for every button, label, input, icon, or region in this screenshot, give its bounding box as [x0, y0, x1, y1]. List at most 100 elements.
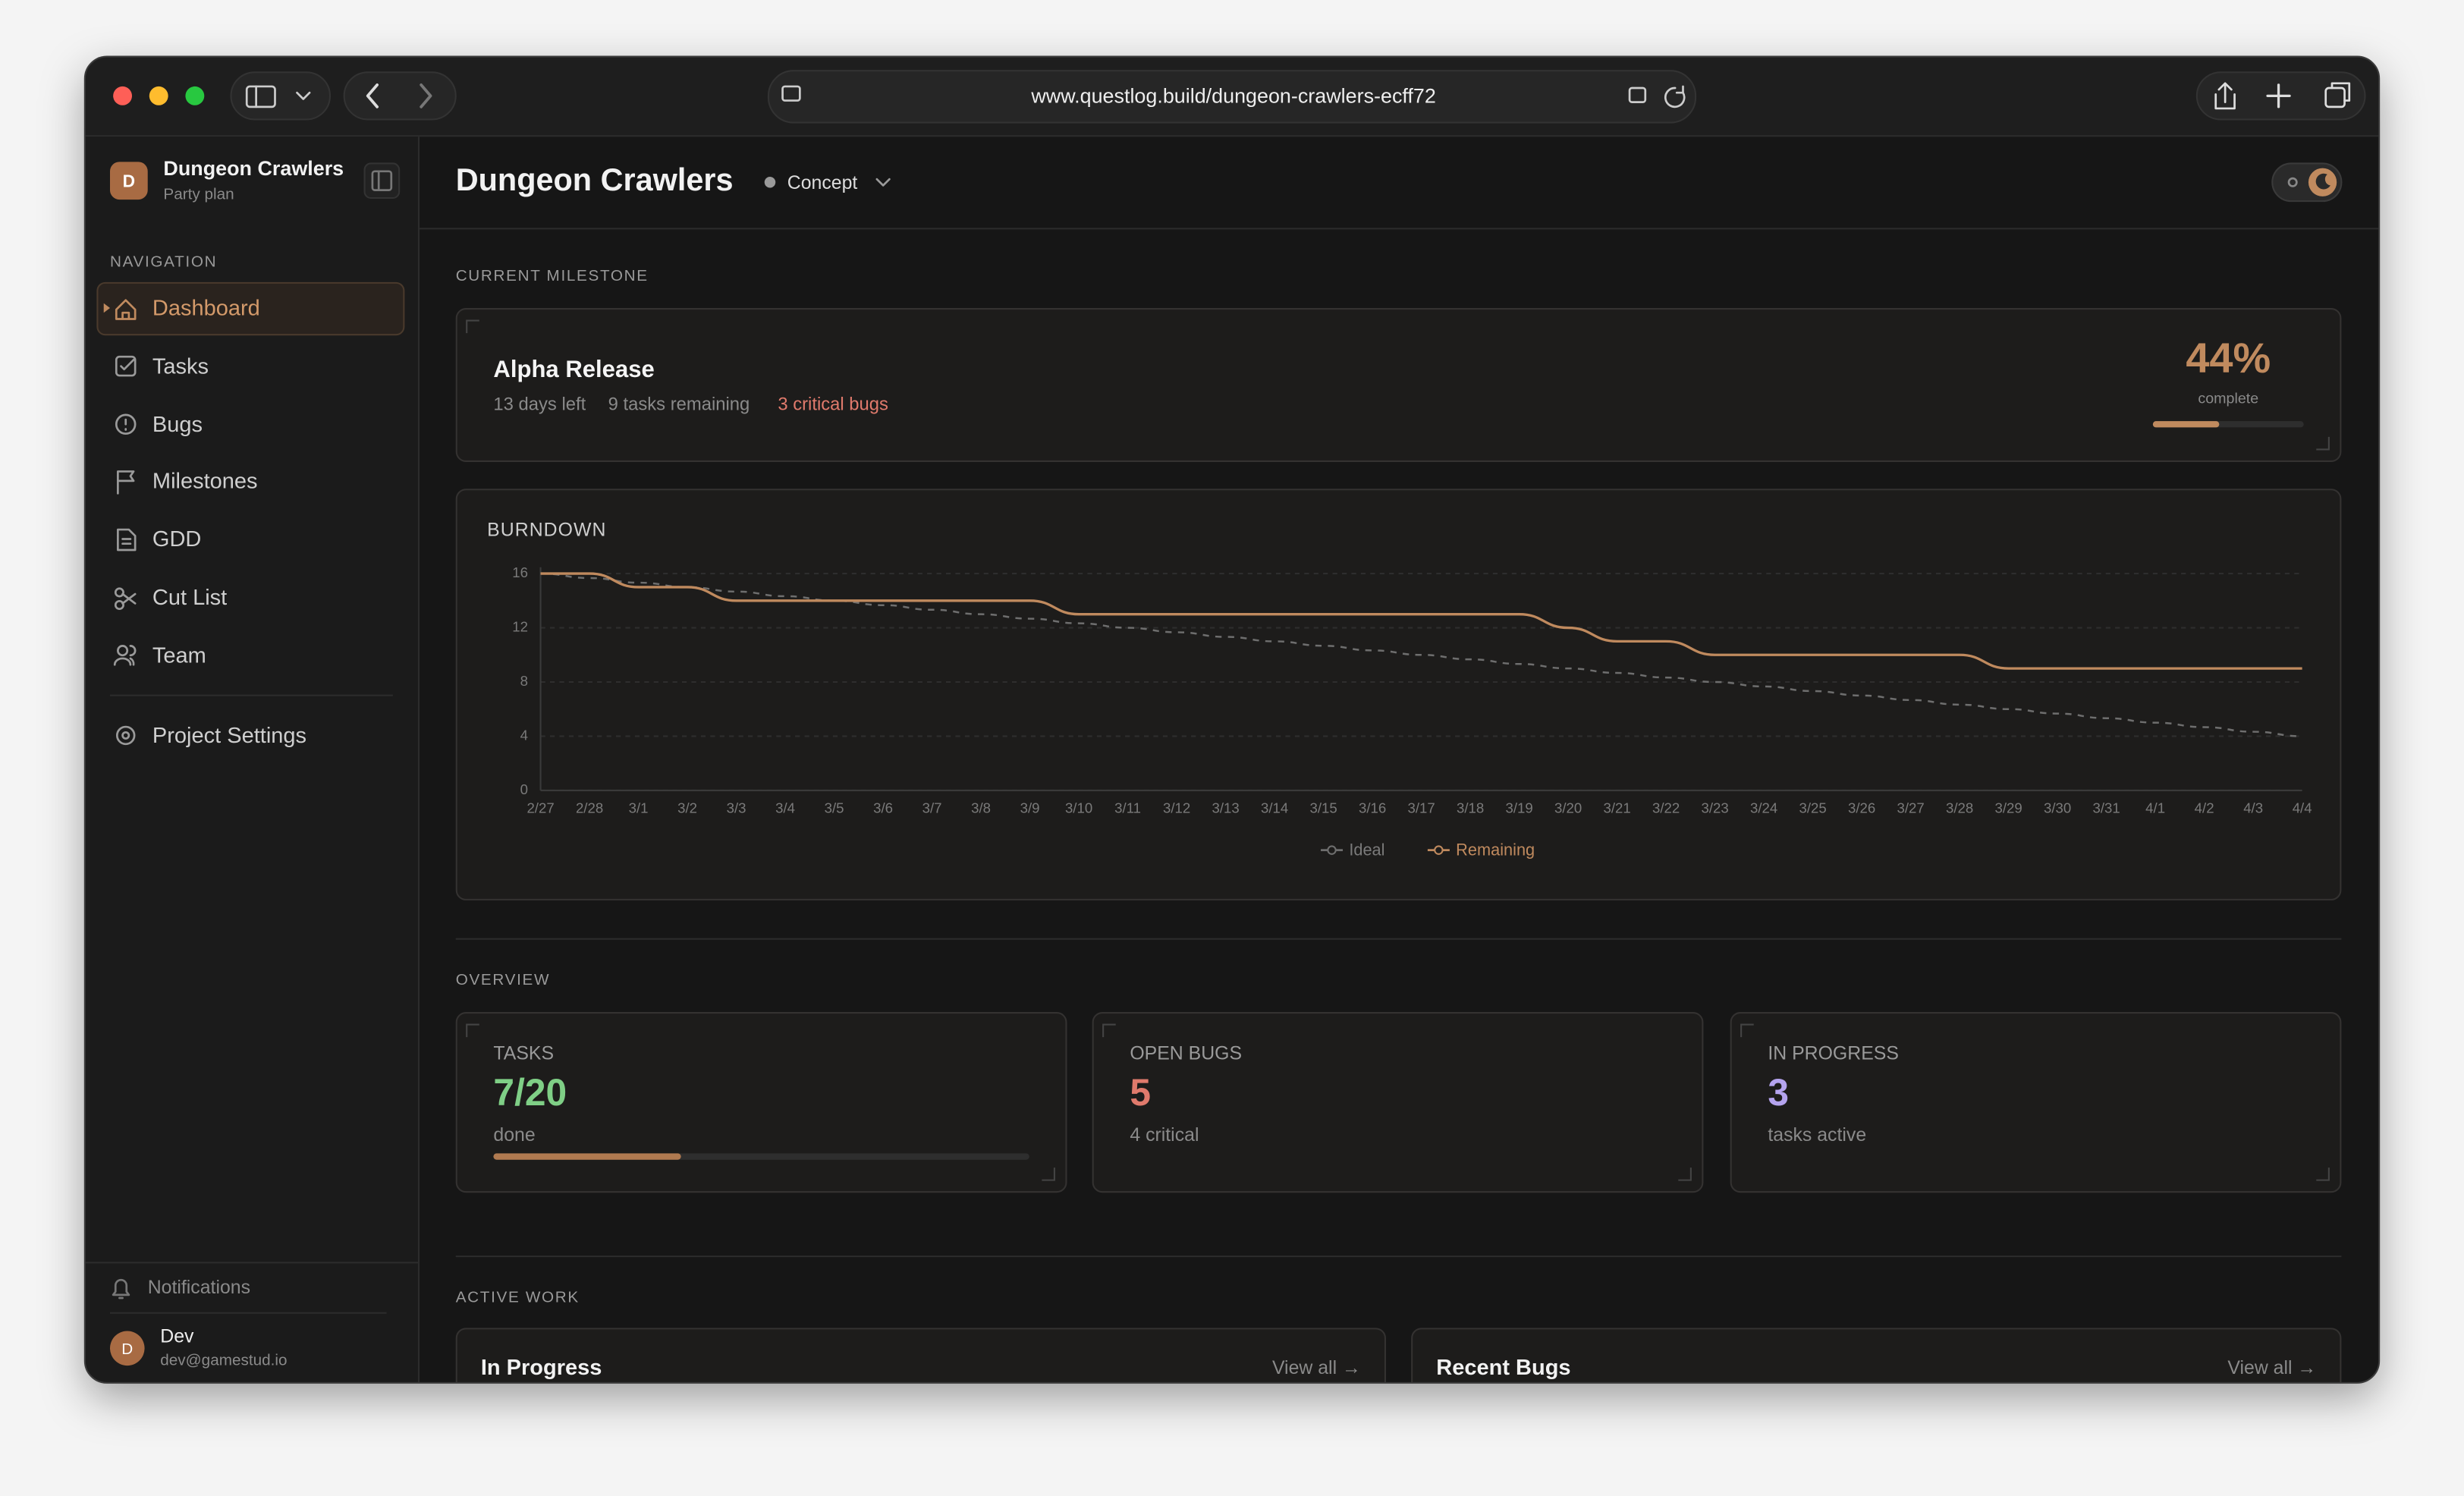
stat-value: 5	[1130, 1071, 1151, 1114]
x-tick-label: 3/26	[1848, 800, 1875, 816]
nav-label[interactable]: Team	[152, 644, 206, 668]
theme-toggle[interactable]	[2271, 162, 2343, 203]
close-button[interactable]	[113, 86, 132, 105]
x-tick-label: 2/27	[526, 800, 554, 816]
legend-label: Ideal	[1349, 840, 1384, 859]
nav-section-label: NAVIGATION	[110, 253, 217, 270]
nav-cut-list[interactable]: Cut List	[114, 586, 227, 611]
project-subtitle: Party plan	[163, 185, 234, 203]
nav-buttons[interactable]	[343, 71, 457, 121]
nav-team[interactable]: Team	[113, 644, 206, 668]
view-all-link[interactable]: View all →	[2227, 1358, 2316, 1378]
nav-label[interactable]: Bugs	[152, 413, 203, 437]
x-tick-label: 3/10	[1065, 800, 1092, 816]
minimize-button[interactable]	[149, 86, 168, 105]
work-card	[1411, 1328, 2342, 1383]
x-tick-label: 3/4	[775, 800, 795, 816]
window-actions[interactable]	[2195, 71, 2366, 121]
series-line	[540, 572, 2302, 670]
nav-milestones[interactable]: Milestones	[117, 470, 258, 495]
x-tick-label: 3/22	[1652, 800, 1680, 816]
zoom-button[interactable]	[185, 86, 205, 105]
nav-label[interactable]: GDD	[152, 527, 201, 552]
burndown-card	[455, 489, 2342, 900]
stat-sub: 4 critical	[1130, 1125, 1199, 1146]
x-tick-label: 3/5	[825, 800, 844, 816]
x-tick-label: 3/7	[922, 800, 942, 816]
work-card	[455, 1328, 1386, 1383]
critical-bugs: 3 critical bugs	[778, 394, 888, 415]
chart-title: BURNDOWN	[487, 520, 606, 541]
y-tick-label: 4	[520, 727, 528, 743]
x-tick-label: 3/1	[629, 800, 649, 816]
milestone-name: Alpha Release	[493, 356, 654, 382]
x-tick-label: 3/31	[2093, 800, 2120, 816]
days-left: 13 days left	[493, 394, 586, 415]
x-tick-label: 2/28	[576, 800, 603, 816]
legend-marker	[1434, 845, 1444, 855]
window-border	[83, 55, 2381, 1384]
stat-value: 7/20	[493, 1071, 567, 1114]
x-tick-label: 3/25	[1799, 800, 1826, 816]
x-tick-label: 3/6	[873, 800, 893, 816]
x-tick-label: 3/15	[1309, 800, 1337, 816]
stat-card-bugs[interactable]: OPEN BUGS 5 4 critical	[1092, 1012, 1704, 1193]
x-tick-label: 3/18	[1457, 800, 1484, 816]
x-tick-label: 3/23	[1701, 800, 1728, 816]
card-corners	[466, 319, 2330, 451]
x-tick-label: 3/17	[1407, 800, 1435, 816]
stat-label: OPEN BUGS	[1130, 1043, 1242, 1064]
milestone-percent: 44%	[2186, 334, 2271, 382]
stat-label: IN PROGRESS	[1768, 1043, 1899, 1064]
nav-label[interactable]: Cut List	[152, 586, 227, 610]
user-email: dev@gamestud.io	[160, 1351, 287, 1369]
view-all-link[interactable]: View all →	[1272, 1358, 1361, 1378]
status-label[interactable]: Concept	[787, 173, 858, 193]
y-tick-label: 8	[520, 673, 528, 689]
notifications-label[interactable]: Notifications	[148, 1278, 250, 1298]
stat-sub: done	[493, 1125, 535, 1146]
project-avatar	[110, 162, 148, 200]
sidebar-toggle[interactable]	[230, 71, 332, 121]
x-tick-label: 4/4	[2293, 800, 2312, 816]
nav-bugs[interactable]: Bugs	[115, 413, 203, 437]
legend-marker	[1327, 845, 1337, 855]
stat-sub: tasks active	[1768, 1125, 1866, 1146]
window-content: www.questlog.build/dungeon-crawlers-ecff…	[84, 56, 2380, 1383]
stat-card-tasks[interactable]: TASKS 7/20 done	[455, 1012, 1067, 1193]
active-nav-bg	[96, 281, 405, 336]
x-tick-label: 3/21	[1603, 800, 1630, 816]
nav-label[interactable]: Milestones	[152, 470, 258, 494]
stat-card-in-progress[interactable]: IN PROGRESS 3 tasks active	[1730, 1012, 2342, 1193]
nav-label[interactable]: Project Settings	[152, 724, 306, 748]
user-avatar-letter: D	[121, 1340, 133, 1358]
x-tick-label: 3/13	[1212, 800, 1239, 816]
x-tick-label: 4/2	[2195, 800, 2214, 816]
milestone-card	[455, 308, 2342, 463]
x-tick-label: 3/14	[1261, 800, 1288, 816]
sidebar	[84, 137, 418, 1383]
nav-settings[interactable]: Project Settings	[115, 724, 306, 748]
stat-value: 3	[1768, 1071, 1789, 1114]
x-tick-label: 3/30	[2044, 800, 2071, 816]
burndown-chart: 0 4 8 12 16 2/27 2/28 3/1 3/2 3/3 3/4 3/5 3/6 3/7 3/8 3…	[512, 564, 2312, 859]
nav-dashboard[interactable]: Dashboard	[115, 297, 260, 321]
x-tick-label: 3/19	[1505, 800, 1532, 816]
address-bar[interactable]: www.questlog.build/dungeon-crawlers-ecff…	[767, 70, 1697, 124]
x-tick-label: 3/3	[727, 800, 746, 816]
y-tick-label: 12	[512, 618, 528, 634]
status-dropdown[interactable]: Concept	[764, 173, 891, 193]
nav-label[interactable]: Dashboard	[152, 297, 260, 321]
active-indicator	[103, 303, 110, 313]
tasks-remaining: 9 tasks remaining	[608, 394, 750, 415]
nav-label[interactable]: Tasks	[152, 354, 209, 379]
notifications[interactable]: Notifications	[112, 1278, 250, 1300]
collapse-sidebar[interactable]	[363, 162, 401, 200]
nav-tasks[interactable]: Tasks	[115, 354, 209, 379]
x-tick-label: 3/8	[971, 800, 991, 816]
nav-gdd[interactable]: GDD	[117, 527, 201, 552]
x-tick-label: 3/16	[1359, 800, 1386, 816]
x-tick-label: 3/20	[1554, 800, 1582, 816]
page-title: Dungeon Crawlers	[456, 162, 734, 197]
